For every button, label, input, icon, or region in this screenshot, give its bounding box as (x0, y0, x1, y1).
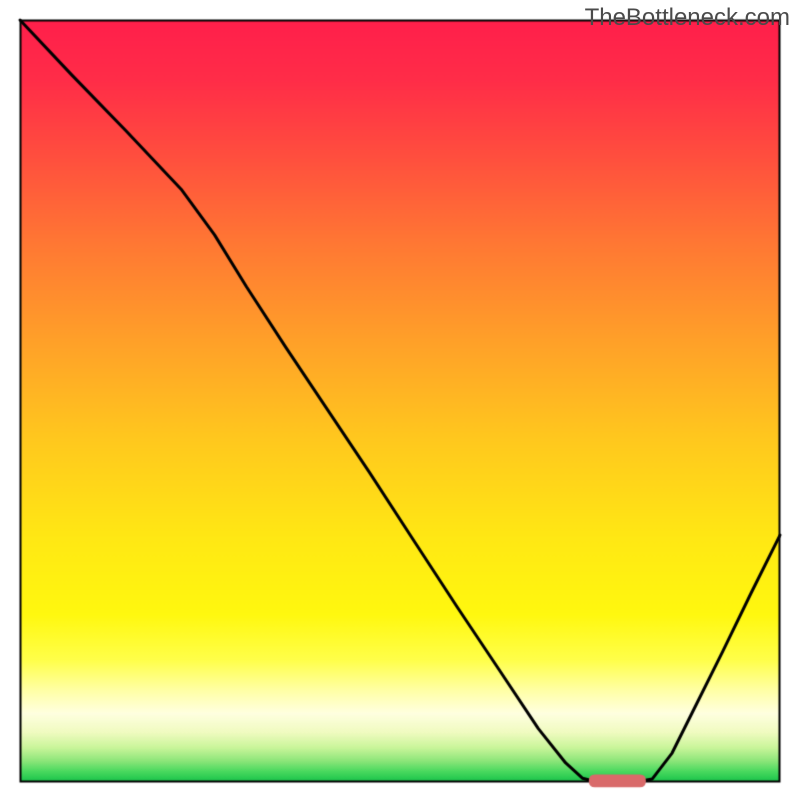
bottleneck-curve-chart (0, 0, 800, 800)
watermark-text: TheBottleneck.com (585, 4, 790, 32)
chart-container: TheBottleneck.com (0, 0, 800, 800)
